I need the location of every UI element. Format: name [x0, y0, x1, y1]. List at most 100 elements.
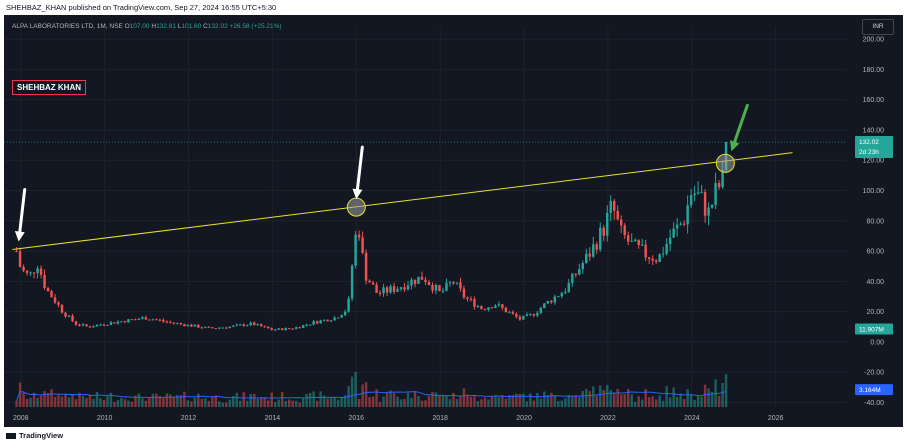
candle-body — [190, 324, 193, 327]
candle-body — [385, 287, 389, 293]
candle-body — [696, 192, 700, 194]
arrow-head — [14, 231, 25, 242]
candle-body — [406, 285, 410, 290]
volume-bar — [546, 394, 550, 407]
candle-body — [710, 204, 714, 208]
currency-button[interactable]: INR — [862, 19, 894, 35]
volume-bar — [427, 395, 431, 407]
volume-bar — [448, 399, 452, 407]
volume-bar — [452, 392, 455, 407]
candle-body — [74, 321, 78, 325]
candle-body — [721, 169, 724, 188]
candle-body — [99, 324, 102, 326]
candle-body — [515, 313, 518, 317]
candle-body — [682, 223, 686, 225]
author-watermark: SHEHBAZ KHAN — [12, 80, 86, 95]
volume-bar — [53, 396, 57, 407]
candle-body — [260, 324, 263, 327]
candle-body — [455, 282, 459, 284]
volume-bar — [637, 396, 640, 407]
candle-body — [130, 319, 134, 321]
y-tick-label: -40.00 — [864, 400, 884, 407]
volume-bar — [294, 400, 298, 407]
volume-bar — [595, 395, 598, 407]
y-tick-label: 40.00 — [866, 279, 884, 286]
volume-bar — [679, 393, 682, 407]
volume-bar — [536, 392, 539, 407]
volume-bar — [532, 400, 536, 407]
touch-circle — [715, 153, 735, 173]
volume-bar — [445, 395, 448, 407]
candle-body — [71, 315, 74, 322]
candle-body — [53, 297, 57, 303]
candle-body — [581, 263, 584, 270]
volume-bar — [162, 397, 165, 407]
candle-body — [151, 319, 155, 321]
volume-bar — [301, 397, 305, 407]
volume-bar — [253, 393, 256, 407]
volume-bar — [25, 398, 29, 407]
volume-bar — [682, 399, 686, 407]
volume-bar — [176, 395, 179, 407]
volume-bar — [665, 386, 668, 407]
symbol-name: ALPA LABORATORIES LTD, 1M, NSE — [12, 23, 123, 30]
volume-bar — [466, 394, 469, 407]
volume-bar — [333, 397, 336, 407]
volume-bar — [39, 395, 43, 407]
symbol-legend: ALPA LABORATORIES LTD, 1M, NSE O107.00 H… — [12, 23, 282, 30]
volume-bar — [588, 391, 591, 407]
volume-bar — [155, 393, 158, 407]
volume-bar — [204, 398, 207, 407]
candle-body — [717, 183, 721, 188]
price-chart[interactable]: 200.00 180.00 160.00 140.00 120.00 100.00 80.0… — [4, 15, 903, 427]
volume-bar — [675, 396, 679, 407]
chart-grid — [4, 27, 847, 407]
candle-body — [22, 266, 25, 271]
volume-bar — [270, 392, 273, 407]
volume-bar — [134, 395, 137, 407]
candle-body — [256, 324, 259, 326]
volume-bar — [469, 396, 473, 407]
volume-bar — [50, 389, 53, 407]
candle-body — [46, 288, 50, 292]
volume-bar — [434, 392, 438, 407]
volume-bar — [280, 392, 284, 407]
y-axis-background — [847, 15, 903, 427]
volume-bar — [626, 389, 630, 407]
volume-bar — [585, 388, 588, 407]
candle-body — [137, 318, 141, 320]
volume-bar — [609, 390, 612, 407]
candle-body — [494, 305, 497, 308]
volume-bar — [235, 392, 238, 407]
candle-body — [640, 244, 644, 246]
x-tick-label: 2008 — [13, 415, 29, 422]
footer-brand-text: TradingView — [19, 431, 64, 440]
candle-body — [343, 311, 347, 316]
volume-bar — [99, 398, 102, 407]
y-tick-label: 200.00 — [863, 37, 885, 44]
volume-bar — [417, 396, 420, 407]
arrow-shaft — [18, 188, 27, 234]
candle-body — [567, 282, 571, 292]
volume-bar — [403, 398, 406, 407]
volume-bar — [197, 393, 200, 407]
candle-body — [672, 228, 675, 238]
volume-bar — [32, 392, 36, 407]
volume-bar — [431, 392, 434, 407]
arrow-head — [352, 188, 363, 200]
candle-body — [714, 183, 717, 205]
touch-circle — [346, 197, 366, 217]
chart-panel[interactable]: 200.00 180.00 160.00 140.00 120.00 100.00 80.0… — [4, 15, 903, 427]
candle-body — [263, 326, 266, 328]
candle-body — [329, 320, 333, 322]
volume-bar — [343, 395, 347, 407]
candle-body — [43, 274, 46, 289]
candle-body — [57, 302, 60, 305]
volume-bar — [420, 400, 424, 407]
volume-bar — [707, 388, 710, 407]
candle-body — [564, 291, 567, 293]
volume-bar — [137, 393, 141, 407]
candle-body — [364, 252, 368, 281]
volume-bar — [644, 388, 647, 407]
volume-bar — [630, 394, 633, 407]
